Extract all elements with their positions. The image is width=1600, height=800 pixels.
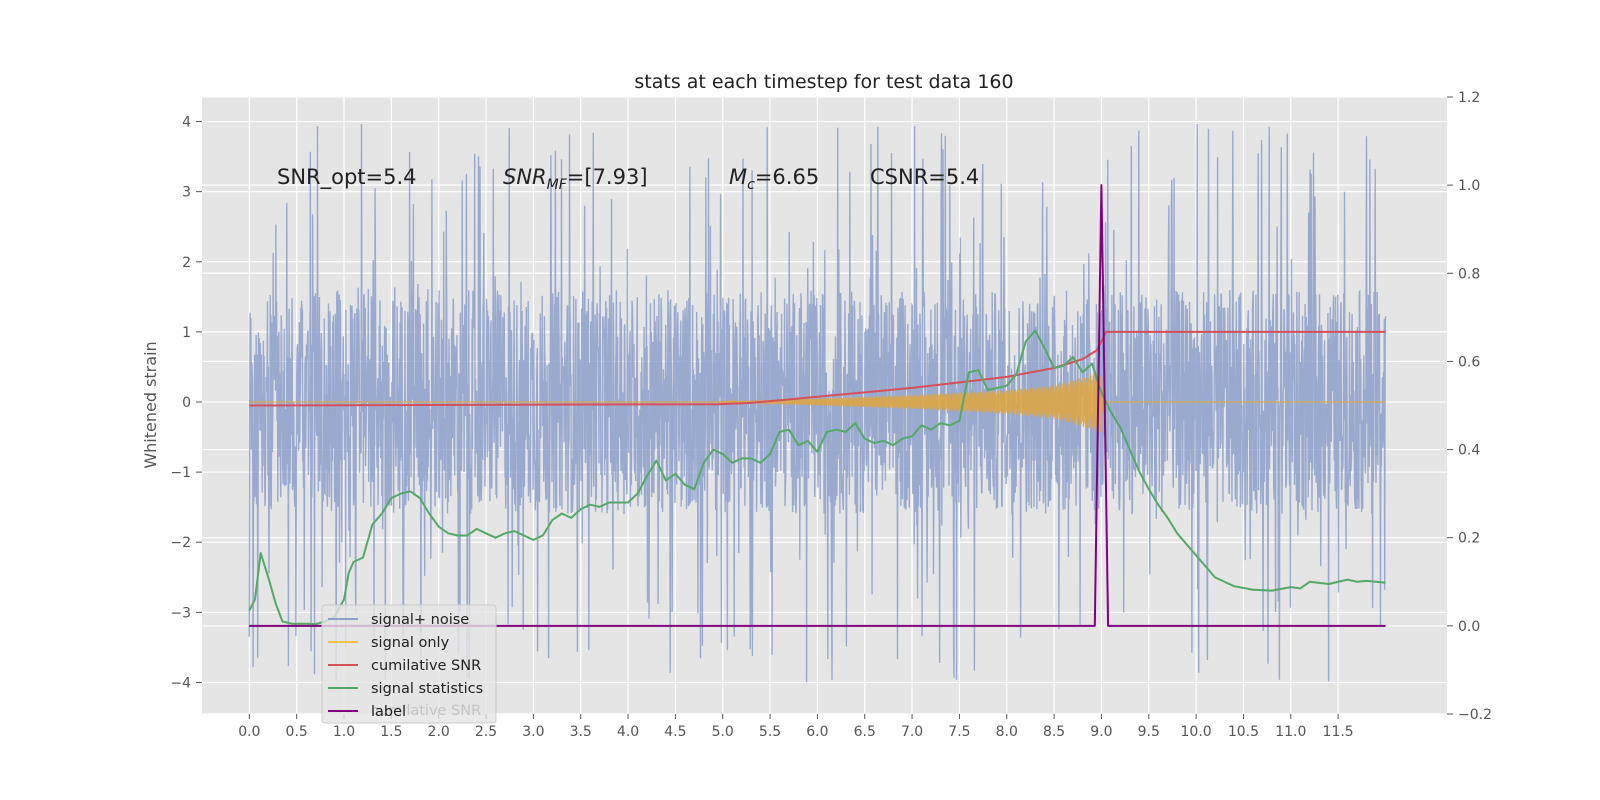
x-tick-label: 10.5 — [1228, 724, 1259, 740]
legend-ghost-text: cumilative SNR — [371, 703, 481, 719]
x-tick-label: 3.0 — [522, 724, 544, 740]
y-axis-label: Whitened strain — [141, 341, 160, 468]
y-tick-label: −1 — [170, 465, 191, 481]
y-tick-label: 1 — [182, 325, 191, 341]
y-tick-label: 3 — [182, 185, 191, 201]
y2-tick-label: 0.4 — [1458, 443, 1480, 459]
x-tick-label: 1.5 — [380, 724, 402, 740]
y2-tick-label: 0.0 — [1458, 619, 1480, 635]
y-tick-label: −4 — [170, 675, 191, 691]
x-tick-label: 10.0 — [1181, 724, 1212, 740]
x-tick-label: 4.0 — [617, 724, 639, 740]
x-tick-label: 3.5 — [570, 724, 592, 740]
legend: signal+ noise signal only cumilative SNR si… — [321, 604, 497, 724]
x-tick-label: 11.0 — [1275, 724, 1306, 740]
x-tick-label: 2.5 — [475, 724, 497, 740]
x-tick-label: 4.5 — [664, 724, 686, 740]
legend-label: signal+ noise — [371, 612, 469, 628]
x-tick-label: 8.5 — [1043, 724, 1065, 740]
series-signal-noise — [248, 123, 1387, 683]
y-tick-label: −3 — [170, 605, 191, 621]
legend-label: signal only — [371, 635, 450, 651]
x-tick-label: 9.5 — [1138, 724, 1160, 740]
y2-tick-label: 1.0 — [1458, 178, 1480, 194]
x-tick-label: 0.5 — [286, 724, 308, 740]
x-tick-label: 7.0 — [901, 724, 923, 740]
x-tick-label: 8.0 — [996, 724, 1018, 740]
chart-title: stats at each timestep for test data 160 — [634, 71, 1013, 93]
y-tick-label: 0 — [182, 395, 191, 411]
axes: 0.0 0.5 1.0 1.5 2.0 2.5 3.0 3.5 4.0 4.5 5.0 5.5 6.0 6… — [170, 90, 1492, 740]
x-tick-label: 1.0 — [333, 724, 355, 740]
x-tick-label: 11.5 — [1323, 724, 1354, 740]
legend-label: cumilative SNR — [371, 658, 481, 674]
series-signal-only — [249, 371, 1386, 433]
y2-tick-label: −0.2 — [1458, 707, 1492, 723]
legend-label: label — [371, 704, 406, 720]
y2-tick-label: 0.6 — [1458, 354, 1480, 370]
legend-label: signal statistics — [371, 681, 483, 697]
x-tick-label: 0.0 — [238, 724, 260, 740]
y2-tick-label: 1.2 — [1458, 90, 1480, 106]
x-tick-label: 6.5 — [854, 724, 876, 740]
y-tick-label: −2 — [170, 535, 191, 551]
annotation-mc: Mc=6.65 — [729, 165, 819, 193]
annotation-csnr: CSNR=5.4 — [870, 165, 979, 189]
y2-tick-label: 0.8 — [1458, 266, 1480, 282]
x-tick-label: 5.0 — [712, 724, 734, 740]
legend-box — [321, 604, 497, 724]
y-tick-label: 2 — [182, 255, 191, 271]
series-label — [249, 184, 1386, 627]
x-tick-label: 6.0 — [806, 724, 828, 740]
annotation-snr-mf: SNRMF=[7.93] — [503, 165, 648, 193]
annotation-snr-opt: SNR_opt=5.4 — [277, 165, 417, 190]
x-tick-label: 5.5 — [759, 724, 781, 740]
series-signal-statistics — [248, 329, 1386, 626]
x-tick-label: 7.5 — [948, 724, 970, 740]
x-tick-label: 2.0 — [428, 724, 450, 740]
y-tick-label: 4 — [182, 115, 191, 131]
x-tick-label: 9.0 — [1090, 724, 1112, 740]
series-layer — [248, 123, 1387, 683]
y2-tick-label: 0.2 — [1458, 531, 1480, 547]
